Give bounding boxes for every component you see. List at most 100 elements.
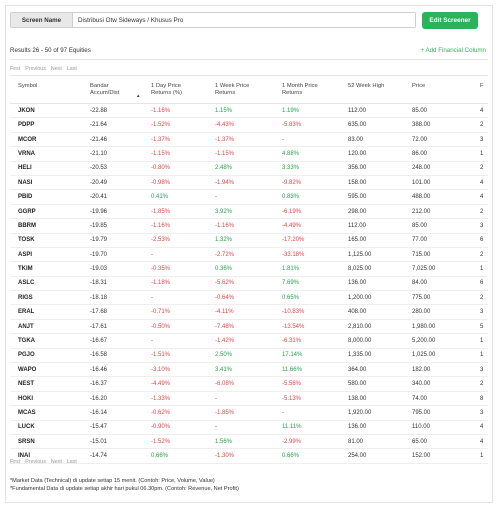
cell-symbol[interactable]: MCAS (18, 410, 36, 416)
column-header-symbol[interactable]: Symbol (18, 83, 37, 90)
cell-symbol[interactable]: GGRP (18, 208, 36, 215)
table-row[interactable]: GGRP -19.96 -1.85% 3.92% -6.19% 298.00 212.00 2 (10, 205, 488, 220)
column-header-1week[interactable]: 1 Week Price Returns (215, 83, 249, 97)
table-row[interactable]: PGJO -16.58 -1.51% 2.50% 17.14% 1,335.00 1,025… (10, 349, 488, 364)
table-row[interactable]: LUCK -15.47 -0.90% - 11.11% 136.00 110.00 4 (10, 421, 488, 435)
table-row[interactable]: ANJT -17.61 -0.50% -7.48% -13.54% 2,810.00 1,9… (10, 320, 488, 335)
column-header-price[interactable]: Price (412, 83, 425, 90)
column-header-52week-high[interactable]: 52 Week High (348, 83, 384, 90)
cell-bandar-accum-dist: -19.70 (90, 251, 108, 258)
cell-extra: 4 (480, 438, 484, 445)
table-row[interactable]: BBRM -19.85 -1.16% -1.16% -4.49% 112.00 85.00 3 (10, 219, 488, 234)
cell-symbol[interactable]: ERAL (18, 309, 35, 316)
divider (10, 59, 488, 60)
table-row[interactable]: ERAL -17.68 -0.71% -4.11% -10.83% 408.00 280.0… (10, 305, 488, 320)
cell-symbol[interactable]: BBRM (18, 222, 36, 229)
results-count: Results 26 - 50 of 97 Equities (10, 47, 91, 54)
table-row[interactable]: VRNA -21.10 -1.15% -1.15% 4.88% 120.00 86.00 1 (10, 147, 488, 162)
cell-symbol[interactable]: TOSK (18, 237, 35, 244)
column-header-extra[interactable]: F (480, 83, 484, 90)
cell-extra: 3 (480, 410, 484, 416)
cell-symbol[interactable]: VRNA (18, 150, 36, 157)
cell-1week-return: 3.41% (215, 366, 233, 373)
cell-1month-return: 3.33% (282, 165, 300, 172)
table-row[interactable]: JKON -22.88 -1.16% 1.15% 1.19% 112.00 85.00 4 (10, 104, 488, 119)
column-header-label: Returns (215, 90, 236, 96)
cell-symbol[interactable]: SRSN (18, 438, 35, 445)
column-header-label: 1 Day Price (151, 83, 181, 89)
cell-bandar-accum-dist: -21.64 (90, 122, 108, 129)
pager-last-link[interactable]: Last (66, 459, 77, 465)
cell-symbol[interactable]: NEST (18, 381, 35, 388)
cell-symbol[interactable]: LUCK (18, 424, 35, 431)
cell-symbol[interactable]: PBID (18, 194, 33, 201)
pager-previous-link[interactable]: Previous (25, 459, 46, 465)
pager-next-link[interactable]: Next (50, 66, 62, 72)
column-header-1day[interactable]: 1 Day Price Returns (%) (151, 83, 182, 97)
table-row[interactable]: PDPP -21.64 -1.52% -4.43% -5.83% 635.00 388.00… (10, 118, 488, 133)
table-body: JKON -22.88 -1.16% 1.15% 1.19% 112.00 85.00 4 PD… (10, 104, 488, 464)
cell-extra: 2 (480, 251, 484, 258)
table-row[interactable]: NASI -20.49 -0.98% -1.94% -9.82% 158.00 101.00… (10, 176, 488, 191)
cell-bandar-accum-dist: -20.49 (90, 179, 108, 186)
pager-next-link[interactable]: Next (50, 459, 62, 465)
table-row[interactable]: MCAS -16.14 -0.62% -1.85% - 1,920.00 795.00 3 (10, 406, 488, 421)
table-row[interactable]: INAI -14.74 0.66% -1.30% 0.66% 254.00 152.00 1 (10, 449, 488, 464)
pager-first-link[interactable]: First (10, 66, 21, 72)
cell-symbol[interactable]: WAPO (18, 366, 37, 373)
cell-extra: 3 (480, 136, 484, 143)
cell-1month-return: 0.83% (282, 194, 300, 201)
cell-1week-return: 1.15% (215, 107, 233, 114)
table-row[interactable]: MCOR -21.46 -1.37% -1.37% - 83.00 72.00 3 (10, 133, 488, 148)
pager-previous-link[interactable]: Previous (25, 66, 46, 72)
column-header-1month[interactable]: 1 Month Price Returns (282, 83, 318, 97)
table-row[interactable]: WAPO -16.46 -3.10% 3.41% 11.66% 364.00 182.00 3 (10, 363, 488, 378)
column-header-bandar[interactable]: Bandar Accum/Dist ▲ (90, 83, 140, 98)
pager-last-link[interactable]: Last (66, 66, 77, 72)
cell-52week-high: 2,810.00 (348, 323, 372, 330)
column-header-label: Price (412, 83, 426, 89)
cell-1week-return: - (215, 395, 217, 402)
table-row[interactable]: PBID -20.41 0.41% - 0.83% 595.00 488.00 4 (10, 190, 488, 205)
screen-name-input[interactable] (73, 13, 415, 27)
cell-price: 101.00 (412, 179, 431, 186)
table-row[interactable]: SRSN -15.01 -1.52% 1.56% -2.99% 81.00 65.00 4 (10, 435, 488, 450)
cell-symbol[interactable]: HELI (18, 165, 32, 172)
table-row[interactable]: TGKA -16.67 - -1.42% -6.31% 8,000.00 5,200.00 1 (10, 334, 488, 349)
cell-symbol[interactable]: TGKA (18, 338, 35, 345)
table-row[interactable]: TKIM -19.03 -0.35% 0.36% 1.81% 8,025.00 7,025.… (10, 262, 488, 277)
cell-extra: 6 (480, 280, 484, 287)
cell-symbol[interactable]: RIGS (18, 294, 33, 301)
edit-screener-button[interactable]: Edit Screener (422, 12, 478, 29)
table-row[interactable]: NEST -16.37 -4.49% -6.08% -5.56% 580.00 340.00… (10, 377, 488, 392)
cell-1day-return: -4.49% (151, 381, 171, 388)
cell-symbol[interactable]: HOKI (18, 395, 33, 402)
cell-1day-return: -3.10% (151, 366, 171, 373)
table-row[interactable]: HELI -20.53 -0.80% 2.48% 3.33% 356.00 248.00 2 (10, 162, 488, 176)
table-row[interactable]: ASLC -18.31 -1.18% -5.62% 7.69% 136.00 84.00 6 (10, 277, 488, 292)
cell-symbol[interactable]: MCOR (18, 136, 37, 143)
cell-symbol[interactable]: ANJT (18, 323, 34, 330)
cell-symbol[interactable]: JKON (18, 107, 35, 114)
cell-symbol[interactable]: ASLC (18, 280, 35, 287)
table-row[interactable]: RIGS -18.18 - -0.64% 0.65% 1,200.00 775.00 2 (10, 291, 488, 306)
cell-1week-return: -5.62% (215, 280, 235, 287)
cell-symbol[interactable]: PGJO (18, 352, 35, 359)
table-row[interactable]: TOSK -19.79 -2.53% 1.32% -17.20% 165.00 77.00 6 (10, 234, 488, 248)
cell-52week-high: 138.00 (348, 395, 367, 402)
cell-symbol[interactable]: PDPP (18, 122, 35, 129)
cell-symbol[interactable]: TKIM (18, 266, 33, 273)
cell-1week-return: - (215, 424, 217, 431)
table-row[interactable]: ASPI -19.70 - -2.72% -33.18% 1,125.00 715.00 2 (10, 248, 488, 263)
cell-symbol[interactable]: INAI (18, 453, 30, 460)
add-financial-column-link[interactable]: + Add Financial Column (420, 47, 486, 54)
cell-symbol[interactable]: NASI (18, 179, 33, 186)
sort-desc-icon[interactable]: ▲ (136, 93, 141, 98)
cell-bandar-accum-dist: -22.88 (90, 107, 108, 114)
table-row[interactable]: HOKI -16.20 -1.33% - -5.13% 138.00 74.00 8 (10, 392, 488, 407)
cell-symbol[interactable]: ASPI (18, 251, 33, 258)
cell-extra: 4 (480, 194, 484, 201)
pager-first-link[interactable]: First (10, 459, 21, 465)
cell-1week-return: -1.85% (215, 410, 235, 416)
cell-price: 5,200.00 (412, 338, 436, 345)
